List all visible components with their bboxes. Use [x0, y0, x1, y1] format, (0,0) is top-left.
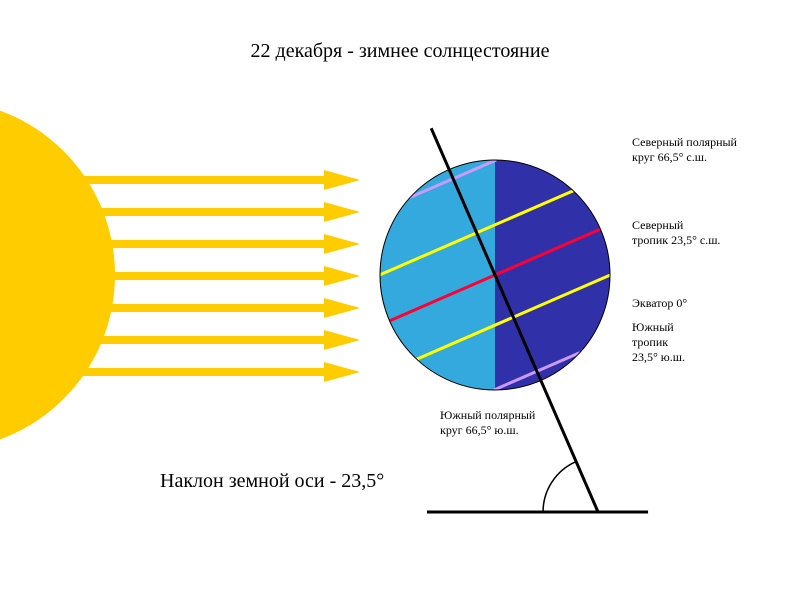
sun-rays	[80, 170, 360, 382]
label-tropic_cancer: Северныйтропик 23,5° с.ш.	[632, 218, 720, 248]
label-tropic_capricorn: Южныйтропик23,5° ю.ш.	[632, 320, 685, 365]
diagram-container: 22 декабря - зимнее солнцестояние Наклон…	[0, 0, 800, 600]
label-arctic_circle: Северный полярныйкруг 66,5° с.ш.	[632, 135, 737, 165]
tilt-label: Наклон земной оси - 23,5°	[160, 470, 384, 493]
label-equator: Экватор 0°	[632, 296, 687, 311]
label-antarctic_circle: Южный полярныйкруг 66,5° ю.ш.	[440, 408, 535, 438]
tilt-angle-arc	[543, 462, 576, 512]
